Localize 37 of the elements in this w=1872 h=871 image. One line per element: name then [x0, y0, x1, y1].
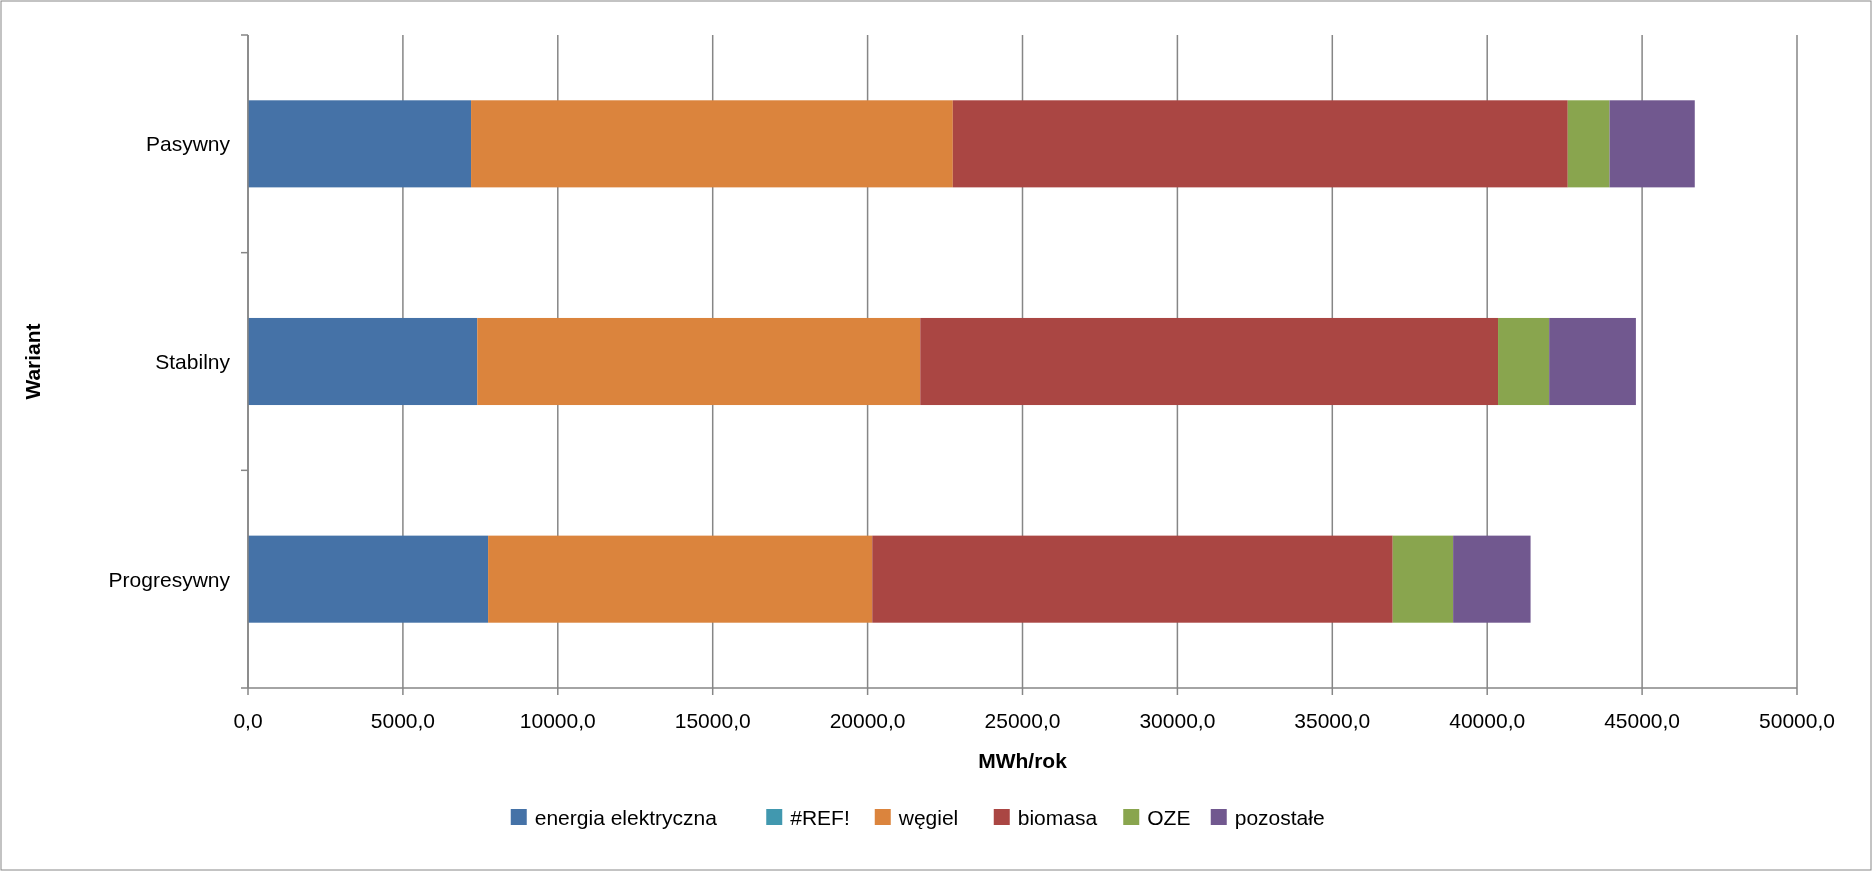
legend-label: pozostałe	[1234, 806, 1325, 830]
legend-label: węgiel	[897, 806, 959, 830]
x-tick-label: 30000,0	[1139, 709, 1216, 732]
bar	[1567, 100, 1610, 188]
x-tick-label: 45000,0	[1604, 709, 1681, 732]
legend-label: OZE	[1147, 806, 1191, 830]
x-tick-label: 25000,0	[984, 709, 1061, 732]
x-tick-label: 15000,0	[674, 709, 751, 732]
bar	[1498, 317, 1550, 406]
x-tick-label: 35000,0	[1294, 709, 1371, 732]
bar	[1392, 535, 1454, 623]
bar	[248, 535, 489, 623]
y-axis-title: Wariant	[21, 323, 44, 400]
x-axis-title: MWh/rok	[978, 749, 1068, 772]
bar	[1609, 100, 1695, 188]
x-tick-label: 0,0	[233, 709, 263, 732]
y-tick-label: Progresywny	[108, 567, 231, 591]
x-tick-label: 40000,0	[1449, 709, 1526, 732]
legend-label: biomasa	[1017, 806, 1098, 830]
y-tick-label: Pasywny	[145, 132, 231, 156]
bar	[952, 100, 1568, 188]
legend-label: #REF!	[790, 806, 850, 830]
bar	[248, 317, 478, 406]
bar	[488, 535, 873, 623]
bar	[471, 100, 953, 188]
bar	[872, 535, 1393, 623]
x-tick-label: 50000,0	[1759, 709, 1835, 732]
bar	[248, 100, 472, 188]
bar	[1549, 317, 1636, 406]
x-tick-label: 10000,0	[519, 709, 596, 732]
bar	[1453, 535, 1531, 623]
x-tick-label: 5000,0	[370, 709, 436, 732]
bar	[920, 317, 1499, 406]
y-tick-label: Stabilny	[155, 349, 231, 373]
bar	[477, 317, 921, 406]
x-tick-label: 20000,0	[829, 709, 906, 732]
legend-label: energia elektryczna	[534, 806, 718, 830]
